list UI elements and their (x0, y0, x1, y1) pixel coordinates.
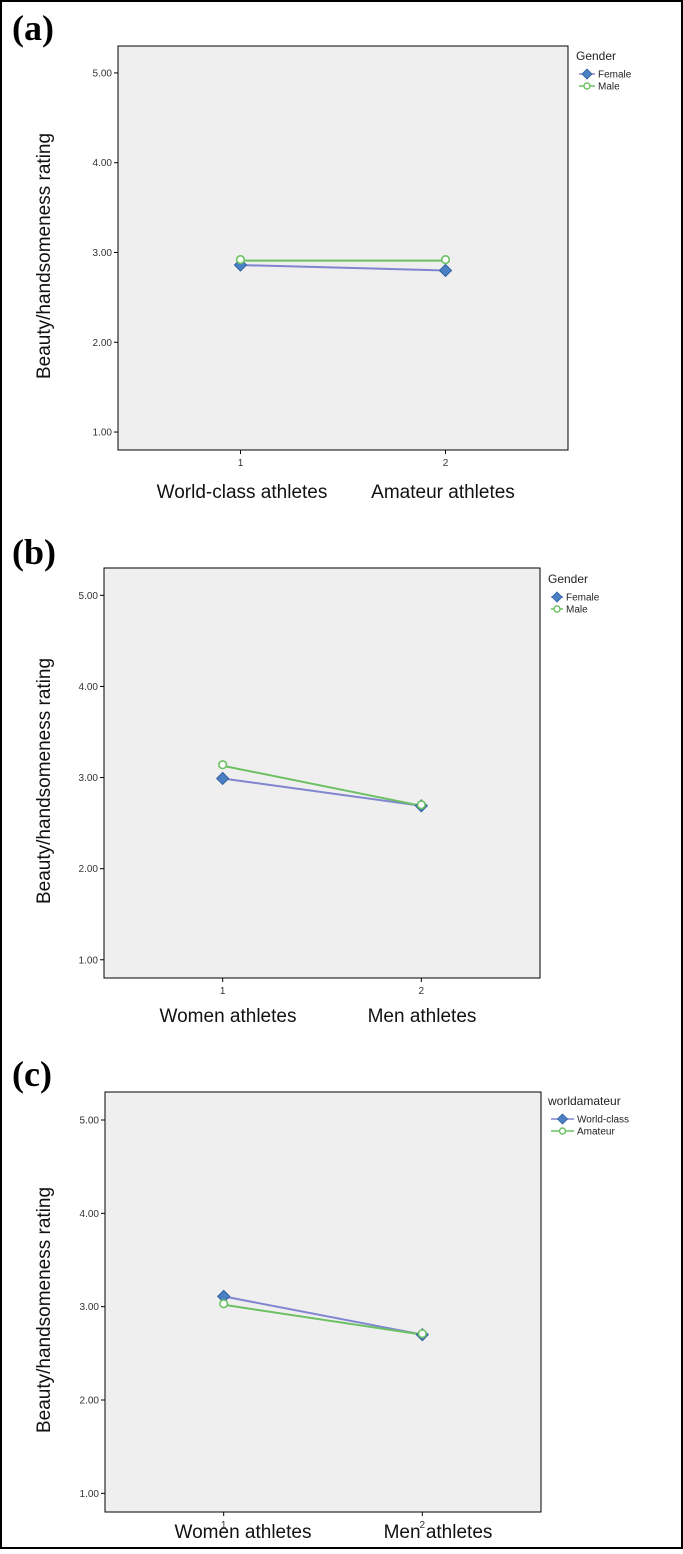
chart-panel-0: (a) 1.00 2.00 3.00 4.00 5.00 1 2 World-class ath… (12, 8, 632, 503)
legend-swatch-marker (556, 1113, 569, 1125)
y-axis-title: Beauty/handsomeness rating (34, 1187, 55, 1433)
legend-swatch-marker (553, 605, 561, 613)
y-tick-label: 4.00 (80, 1209, 100, 1220)
x-tick-label: 2 (443, 458, 449, 469)
data-point (438, 263, 453, 278)
y-tick-label: 3.00 (80, 1302, 100, 1313)
panel-label: (c) (12, 1054, 52, 1094)
legend-title: worldamateur (547, 1094, 621, 1108)
y-tick-label: 2.00 (80, 1396, 100, 1407)
x-tick-label: 1 (238, 458, 244, 469)
y-tick-label: 1.00 (93, 428, 113, 439)
x-caption: Women athletes (160, 1006, 297, 1027)
charts-group: (a) 1.00 2.00 3.00 4.00 5.00 1 2 World-class ath… (12, 8, 632, 1543)
plot-area (103, 567, 541, 979)
x-caption: Amateur athletes (371, 482, 515, 503)
y-tick-label: 1.00 (79, 955, 99, 966)
y-tick-label: 1.00 (80, 1489, 100, 1500)
data-point (219, 1299, 229, 1309)
data-point (218, 760, 228, 770)
y-tick-label: 2.00 (93, 338, 113, 349)
data-point (440, 254, 451, 265)
legend-entry: Male (598, 82, 620, 93)
data-point (416, 800, 426, 810)
chart-panel-1: (b) 1.00 2.00 3.00 4.00 5.00 1 2 Women athletes M… (12, 532, 600, 1027)
plot-area (117, 45, 569, 451)
y-axis-title: Beauty/handsomeness rating (34, 133, 55, 379)
y-tick-label: 5.00 (79, 591, 99, 602)
chart-panel-2: (c) 1.00 2.00 3.00 4.00 5.00 1 2 Women athletes M… (12, 1054, 629, 1543)
legend-entry: Male (566, 605, 588, 616)
data-point (215, 771, 230, 786)
legend-swatch-marker (581, 68, 593, 80)
legend-entry: Female (598, 70, 632, 81)
legend-swatch-marker (551, 591, 563, 603)
y-tick-label: 4.00 (79, 682, 99, 693)
series-line-0 (222, 777, 422, 807)
panel-label: (a) (12, 8, 54, 48)
y-tick-label: 3.00 (93, 248, 113, 259)
y-tick-label: 2.00 (79, 864, 99, 875)
x-tick-label: 2 (420, 1520, 426, 1531)
legend-entry: Amateur (577, 1127, 615, 1138)
x-tick-label: 1 (220, 986, 226, 997)
series-line-0 (223, 1295, 423, 1336)
legend-swatch-marker (583, 82, 591, 90)
y-tick-label: 5.00 (80, 1116, 100, 1127)
x-caption: Women athletes (175, 1522, 312, 1543)
x-tick-label: 1 (221, 1520, 227, 1531)
panel-label: (b) (12, 532, 56, 572)
plot-area (104, 1091, 542, 1513)
legend-title: Gender (576, 49, 616, 63)
y-tick-label: 5.00 (93, 68, 113, 79)
series-line-1 (223, 1303, 423, 1336)
y-tick-label: 4.00 (93, 158, 113, 169)
data-point (417, 1329, 427, 1339)
x-tick-label: 2 (419, 986, 425, 997)
y-tick-label: 3.00 (79, 773, 99, 784)
x-caption: Men athletes (384, 1522, 493, 1543)
legend-entry: World-class (577, 1115, 629, 1126)
legend-title: Gender (548, 572, 588, 586)
x-caption: World-class athletes (157, 482, 328, 503)
data-point (235, 254, 246, 265)
legend-entry: Female (566, 593, 600, 604)
series-line-0 (240, 264, 446, 272)
legend-swatch-marker (558, 1127, 567, 1135)
series-line-1 (222, 764, 422, 807)
x-caption: Men athletes (368, 1006, 477, 1027)
y-axis-title: Beauty/handsomeness rating (34, 658, 55, 904)
